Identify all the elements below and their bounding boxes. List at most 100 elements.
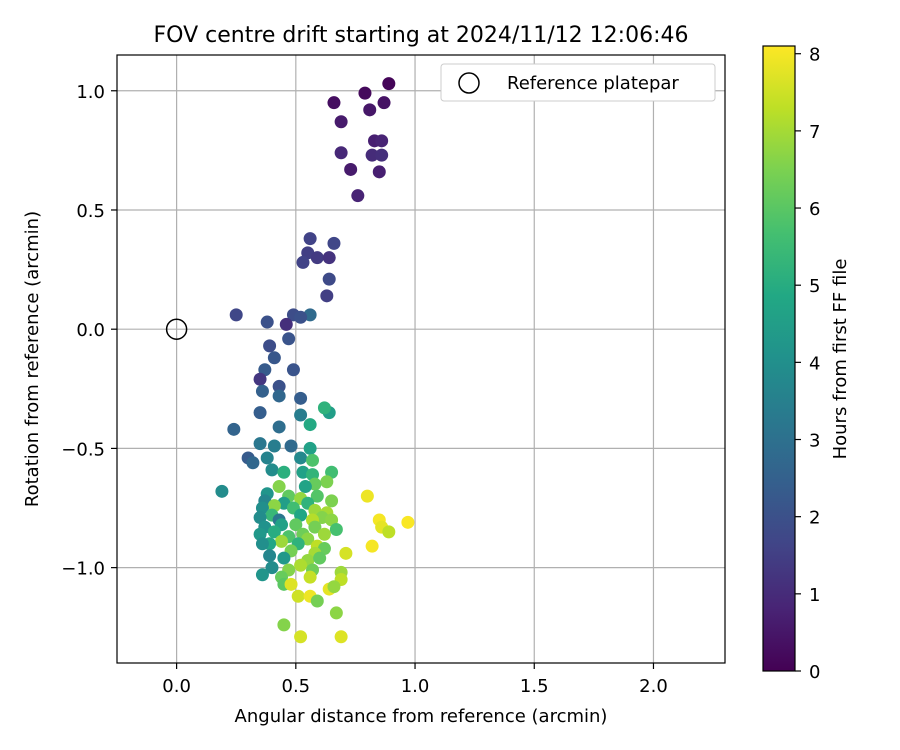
- y-tick-label: 0.5: [76, 201, 105, 222]
- scatter-point: [334, 630, 348, 644]
- scatter-point: [215, 484, 229, 498]
- scatter-point: [279, 317, 293, 331]
- scatter-point: [284, 439, 298, 453]
- scatter-point: [267, 439, 281, 453]
- scatter-point: [377, 96, 391, 110]
- scatter-point: [310, 489, 324, 503]
- colorbar-tick-label: 0: [809, 662, 820, 683]
- colorbar-tick-label: 6: [809, 199, 820, 220]
- scatter-point: [327, 96, 341, 110]
- scatter-point: [255, 384, 269, 398]
- colorbar-tick-label: 1: [809, 585, 820, 606]
- x-tick-label: 1.5: [520, 676, 549, 697]
- colorbar: 0 1 2 3 4 5 6 7 8 Hours from first FF file: [762, 45, 851, 683]
- scatter-point: [272, 389, 286, 403]
- scatter-point: [325, 494, 339, 508]
- grid: [117, 55, 725, 663]
- scatter-point: [382, 77, 396, 91]
- scatter-point: [260, 451, 274, 465]
- legend-box: [440, 63, 716, 102]
- scatter-point: [294, 391, 308, 405]
- scatter-point: [272, 379, 286, 393]
- legend: Reference platepar: [440, 63, 716, 102]
- scatter-point: [372, 165, 386, 179]
- legend-marker-icon: [458, 72, 480, 94]
- scatter-point: [260, 315, 274, 329]
- x-axis-label: Angular distance from reference (arcmin): [235, 706, 608, 727]
- reference-point-marker: [165, 318, 188, 340]
- colorbar-tick-label: 5: [809, 276, 820, 297]
- scatter-point: [229, 308, 243, 322]
- y-tick-label: −1.0: [61, 559, 105, 580]
- scatter-point: [246, 456, 260, 470]
- legend-label: Reference platepar: [507, 73, 679, 94]
- scatter-point: [327, 236, 341, 250]
- scatter-point: [294, 310, 308, 324]
- y-axis-label: Rotation from reference (arcmin): [22, 211, 43, 507]
- chart-title: FOV centre drift starting at 2024/11/12 …: [154, 23, 689, 48]
- scatter-point: [327, 580, 341, 594]
- data-points: [215, 77, 415, 644]
- scatter-point: [351, 189, 365, 203]
- colorbar-ticks: 0 1 2 3 4 5 6 7 8: [795, 45, 820, 683]
- scatter-point: [334, 146, 348, 160]
- scatter-point: [294, 558, 308, 572]
- scatter-point: [263, 339, 277, 353]
- x-tick-label: 0.0: [162, 676, 191, 697]
- scatter-point: [255, 568, 269, 582]
- scatter-point: [277, 551, 291, 565]
- scatter-point: [339, 546, 353, 560]
- colorbar-gradient: [762, 45, 796, 672]
- scatter-point: [289, 518, 303, 532]
- scatter-point: [291, 589, 305, 603]
- scatter-point: [360, 489, 374, 503]
- x-tick-label: 0.5: [282, 676, 311, 697]
- scatter-point: [344, 162, 358, 176]
- scatter-point: [263, 549, 277, 563]
- scatter-point: [265, 561, 279, 575]
- scatter-point: [275, 534, 289, 548]
- scatter-point: [320, 475, 334, 489]
- scatter-point: [298, 480, 312, 494]
- y-tick-label: 1.0: [76, 82, 105, 103]
- scatter-point: [272, 480, 286, 494]
- x-axis-ticks: 0.0 0.5 1.0 1.5 2.0: [162, 663, 668, 697]
- scatter-point: [317, 527, 331, 541]
- plot-frame: [116, 54, 726, 664]
- colorbar-label: Hours from first FF file: [830, 259, 851, 460]
- scatter-point: [227, 422, 241, 436]
- scatter-point: [401, 515, 415, 529]
- scatter-point: [322, 251, 336, 265]
- scatter-point: [317, 401, 331, 415]
- scatter-point: [265, 463, 279, 477]
- scatter-point: [306, 453, 320, 467]
- scatter-point: [277, 618, 291, 632]
- scatter-point: [303, 441, 317, 455]
- scatter-point: [310, 594, 324, 608]
- y-tick-label: −0.5: [61, 439, 105, 460]
- scatter-point: [284, 577, 298, 591]
- scatter-point: [255, 537, 269, 551]
- scatter-point: [277, 465, 291, 479]
- scatter-point: [313, 551, 327, 565]
- y-tick-label: 0.0: [76, 320, 105, 341]
- scatter-point: [282, 332, 296, 346]
- colorbar-tick-label: 8: [809, 45, 820, 66]
- scatter-point: [365, 148, 379, 162]
- scatter-point: [286, 363, 300, 377]
- scatter-point: [375, 148, 389, 162]
- scatter-point: [322, 272, 336, 286]
- scatter-point: [310, 251, 324, 265]
- scatter-point: [303, 418, 317, 432]
- scatter-point: [334, 115, 348, 129]
- colorbar-tick-label: 2: [809, 508, 820, 529]
- scatter-point: [329, 606, 343, 620]
- colorbar-tick-label: 4: [809, 353, 820, 374]
- scatter-point: [294, 630, 308, 644]
- scatter-point: [303, 570, 317, 584]
- scatter-point: [329, 522, 343, 536]
- scatter-point: [363, 103, 377, 117]
- scatter-point: [382, 525, 396, 539]
- scatter-point: [253, 437, 267, 451]
